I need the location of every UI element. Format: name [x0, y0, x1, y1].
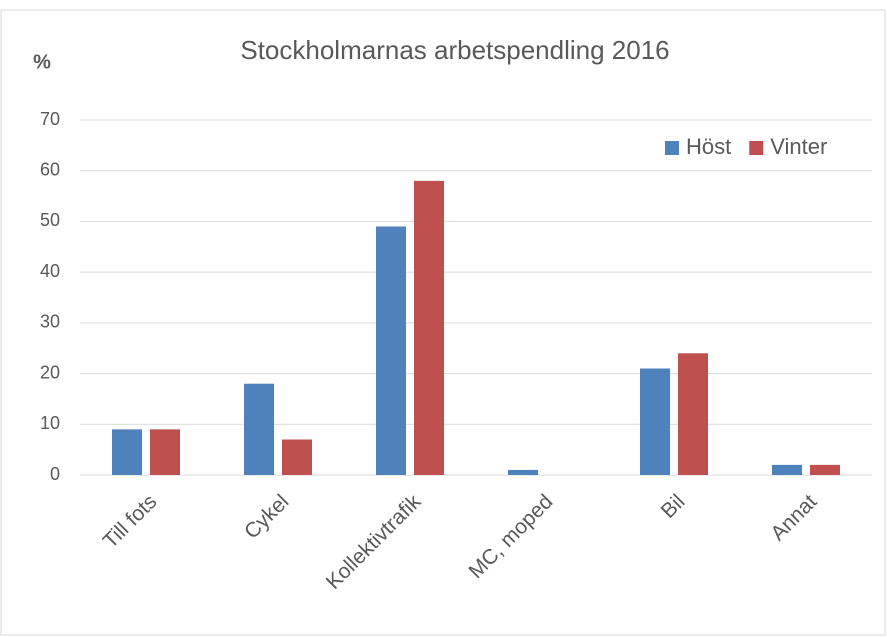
bar [678, 353, 708, 475]
chart-title: Stockholmarnas arbetspendling 2016 [240, 35, 669, 65]
y-tick-label: 20 [40, 362, 60, 382]
bar [282, 439, 312, 475]
y-tick-label: 0 [50, 464, 60, 484]
y-tick-label: 40 [40, 261, 60, 281]
bar [112, 429, 142, 475]
legend-swatch [749, 141, 764, 155]
bar [414, 180, 444, 475]
bar [810, 464, 840, 475]
y-tick-label: 60 [40, 159, 60, 179]
bar [376, 226, 406, 475]
y-tick-label: 70 [40, 109, 60, 129]
legend-swatch [665, 141, 679, 155]
bar [244, 383, 274, 475]
bar [640, 368, 670, 475]
legend-label: Höst [686, 134, 731, 159]
bar [508, 469, 538, 475]
y-tick-label: 30 [40, 312, 60, 332]
bar [772, 464, 802, 475]
y-axis-label: % [33, 51, 51, 73]
y-tick-label: 10 [40, 413, 60, 433]
bar [150, 429, 180, 475]
legend-label: Vinter [770, 134, 827, 159]
y-tick-label: 50 [40, 210, 60, 230]
